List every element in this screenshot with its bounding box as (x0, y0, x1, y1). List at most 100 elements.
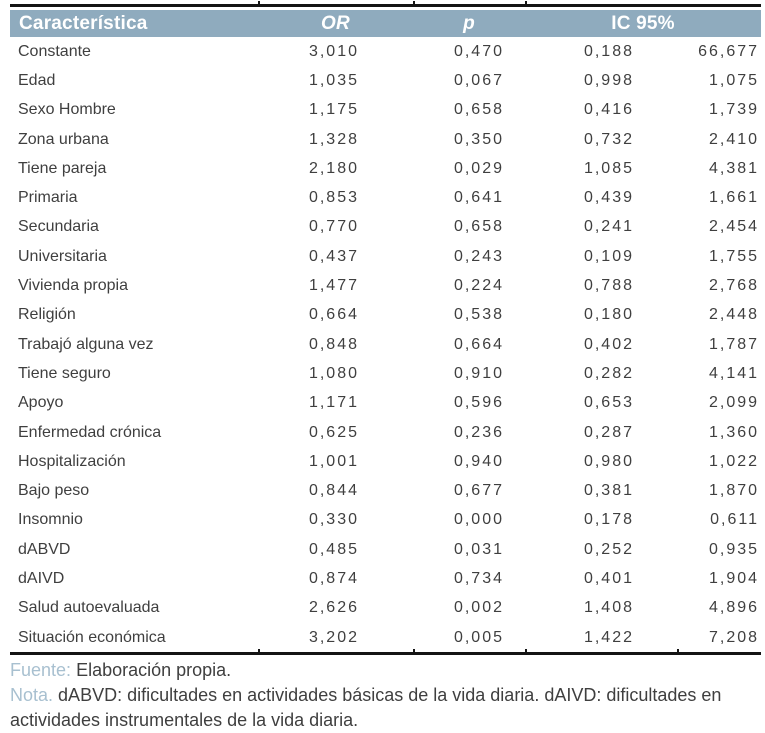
row-ic-high-value: 1,755 (708, 247, 760, 265)
table-row: Vivienda propia 1,477 0,224 0,788 2,768 (10, 271, 761, 300)
row-ic-high-value: 2,099 (708, 394, 760, 412)
table-body: Constante 3,010 0,470 0,188 66,677 Edad … (10, 37, 761, 652)
table-notes: Fuente: Elaboración propia. Nota. dABVD:… (10, 658, 765, 733)
row-ic-low-value: 1,422 (583, 628, 634, 646)
note-line: Nota. dABVD: dificultades en actividades… (10, 683, 765, 733)
table-row: Religión 0,664 0,538 0,180 2,448 (10, 301, 761, 330)
table-row: dABVD 0,485 0,031 0,252 0,935 (10, 535, 761, 564)
row-or-value: 0,844 (308, 482, 359, 500)
row-label: Trabajó alguna vez (18, 335, 154, 353)
table-row: Bajo peso 0,844 0,677 0,381 1,870 (10, 476, 761, 505)
row-p-value: 0,029 (453, 159, 504, 177)
row-ic-high-value: 66,677 (698, 42, 760, 60)
table-row: Enfermedad crónica 0,625 0,236 0,287 1,3… (10, 418, 761, 447)
row-p-value: 0,940 (453, 452, 504, 470)
row-ic-high-value: 1,870 (708, 482, 760, 500)
table-header: Característica OR p IC 95% (10, 10, 762, 37)
table-bottom-rule (10, 649, 761, 656)
table-row: Hospitalización 1,001 0,940 0,980 1,022 (10, 447, 761, 476)
header-characteristic: Característica (10, 10, 258, 37)
regression-results-table: Característica OR p IC 95% Constante 3,0… (10, 10, 762, 652)
row-ic-low-value: 1,085 (583, 159, 634, 177)
column-tick (525, 1, 527, 5)
row-ic-low-value: 1,408 (583, 599, 634, 617)
row-ic-high-value: 4,141 (708, 364, 760, 382)
table-row: Universitaria 0,437 0,243 0,109 1,755 (10, 242, 761, 271)
row-ic-high-value: 4,896 (708, 599, 760, 617)
table-top-rule (10, 1, 761, 7)
row-or-value: 0,330 (308, 511, 359, 529)
row-p-value: 0,664 (453, 335, 504, 353)
header-row: Característica OR p IC 95% (10, 10, 762, 37)
row-ic-low-value: 0,788 (583, 277, 634, 295)
row-p-value: 0,031 (453, 540, 504, 558)
row-or-value: 0,625 (308, 423, 359, 441)
row-ic-low-value: 0,402 (583, 335, 634, 353)
row-p-value: 0,734 (453, 569, 504, 587)
row-or-value: 1,175 (308, 101, 359, 119)
row-ic-high-value: 2,448 (708, 306, 760, 324)
table-row: Sexo Hombre 1,175 0,658 0,416 1,739 (10, 96, 761, 125)
row-or-value: 1,080 (308, 364, 359, 382)
row-ic-low-value: 0,381 (583, 482, 634, 500)
row-p-value: 0,224 (453, 277, 504, 295)
row-label: dABVD (18, 540, 71, 558)
row-p-value: 0,236 (453, 423, 504, 441)
row-ic-low-value: 0,109 (583, 247, 634, 265)
row-label: Bajo peso (18, 482, 90, 500)
row-p-value: 0,000 (453, 511, 504, 529)
header-or: OR (258, 10, 413, 37)
row-p-value: 0,002 (453, 599, 504, 617)
row-p-value: 0,005 (453, 628, 504, 646)
row-ic-low-value: 0,439 (583, 189, 634, 207)
row-ic-high-value: 4,381 (708, 159, 760, 177)
table-row: Situación económica 3,202 0,005 1,422 7,… (10, 623, 761, 652)
row-ic-low-value: 0,998 (583, 71, 634, 89)
row-p-value: 0,677 (453, 482, 504, 500)
row-ic-high-value: 0,611 (710, 511, 760, 529)
note-text-line1: dABVD: dificultades en actividades básic… (58, 685, 722, 706)
row-label: Sexo Hombre (18, 101, 116, 119)
table-row: Secundaria 0,770 0,658 0,241 2,454 (10, 213, 761, 242)
row-or-value: 2,180 (308, 159, 359, 177)
row-ic-low-value: 0,287 (583, 423, 634, 441)
header-p: p (413, 10, 525, 37)
row-ic-low-value: 0,401 (583, 569, 634, 587)
row-ic-high-value: 1,360 (708, 423, 760, 441)
row-or-value: 0,874 (308, 569, 359, 587)
row-ic-low-value: 0,180 (583, 306, 634, 324)
row-p-value: 0,538 (453, 306, 504, 324)
source-text: Elaboración propia. (76, 660, 232, 681)
column-tick (258, 1, 260, 5)
row-ic-high-value: 2,454 (708, 218, 760, 236)
row-label: Vivienda propia (18, 277, 129, 295)
row-or-value: 0,770 (308, 218, 359, 236)
table-row: Tiene pareja 2,180 0,029 1,085 4,381 (10, 154, 761, 183)
row-or-value: 1,001 (308, 452, 359, 470)
results-table-figure: Característica OR p IC 95% Constante 3,0… (10, 1, 762, 733)
table-row: dAIVD 0,874 0,734 0,401 1,904 (10, 564, 761, 593)
row-or-value: 2,626 (308, 599, 359, 617)
column-tick (677, 649, 679, 654)
row-ic-high-value: 2,768 (708, 277, 760, 295)
column-tick (413, 1, 415, 5)
table-row: Zona urbana 1,328 0,350 0,732 2,410 (10, 125, 761, 154)
row-ic-high-value: 1,904 (708, 569, 760, 587)
row-p-value: 0,243 (453, 247, 504, 265)
row-ic-low-value: 0,178 (583, 511, 634, 529)
row-label: Universitaria (18, 247, 107, 265)
row-label: dAIVD (18, 569, 65, 587)
row-or-value: 0,437 (308, 247, 359, 265)
row-or-value: 1,477 (308, 277, 359, 295)
row-p-value: 0,658 (453, 101, 504, 119)
row-label: Insomnio (18, 511, 83, 529)
row-ic-high-value: 1,787 (708, 335, 760, 353)
row-label: Constante (18, 42, 91, 60)
row-p-value: 0,910 (453, 364, 504, 382)
row-label: Enfermedad crónica (18, 423, 162, 441)
source-label: Fuente: (10, 660, 72, 681)
row-or-value: 1,171 (308, 394, 359, 412)
row-or-value: 0,848 (308, 335, 359, 353)
row-label: Primaria (18, 189, 78, 207)
row-ic-high-value: 1,075 (708, 71, 760, 89)
